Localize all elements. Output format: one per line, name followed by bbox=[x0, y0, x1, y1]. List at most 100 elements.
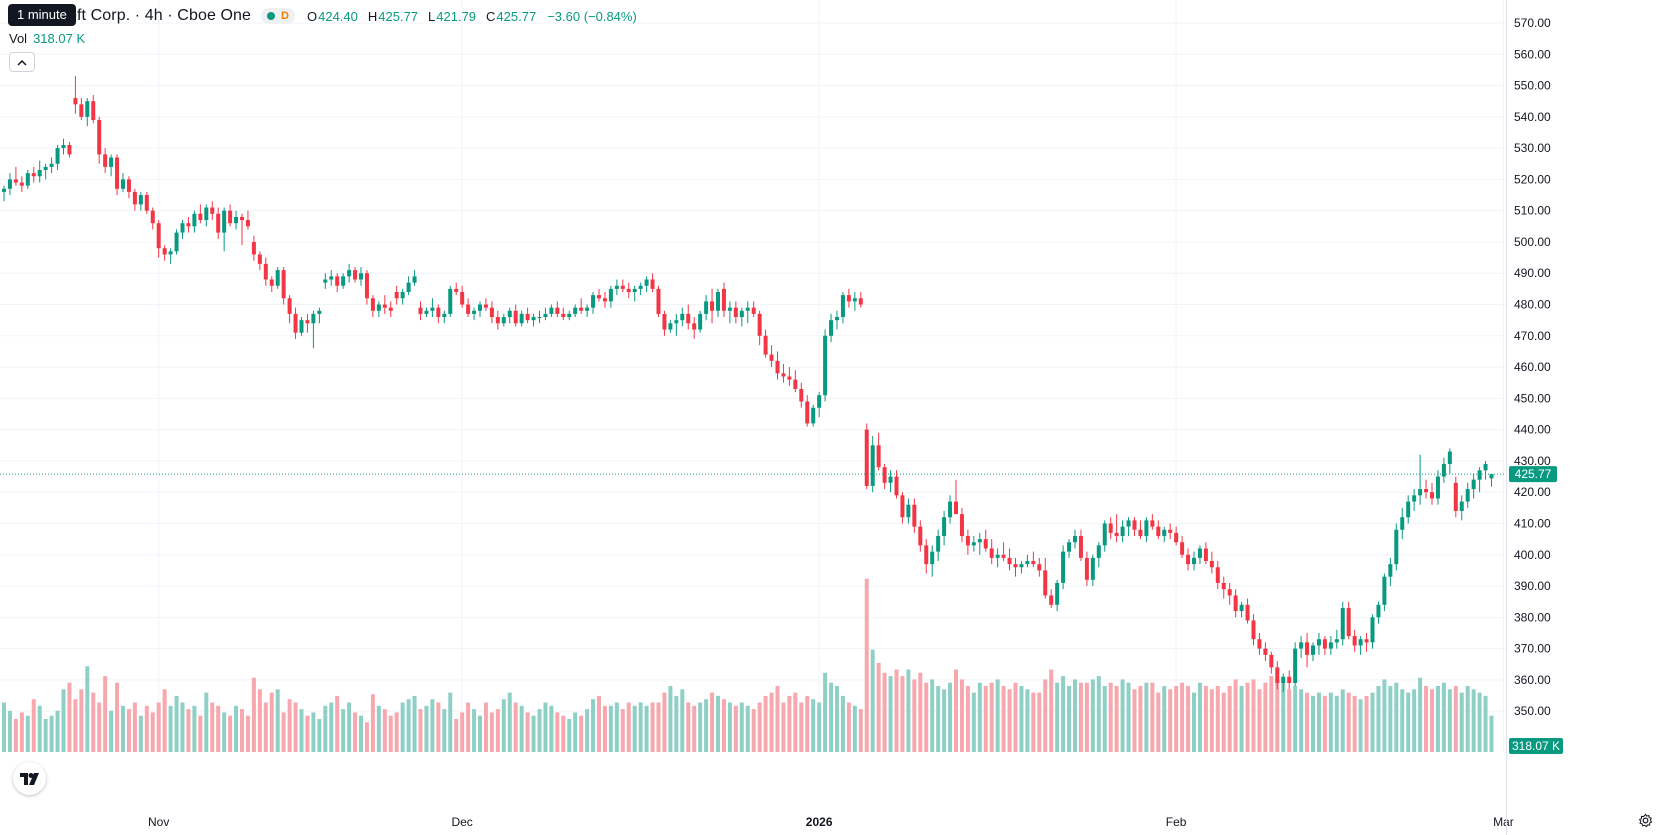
volume-bar bbox=[1269, 676, 1274, 752]
volume-bar bbox=[1221, 692, 1226, 752]
symbol-title[interactable]: oft Corp. · 4h · Cboe One bbox=[68, 7, 252, 24]
volume-bar bbox=[472, 709, 477, 752]
volume-bar bbox=[1430, 689, 1434, 752]
volume-bar bbox=[858, 709, 863, 752]
volume-bar bbox=[835, 686, 839, 752]
candle-body bbox=[1025, 561, 1030, 565]
volume-bar bbox=[543, 702, 548, 752]
candle-body bbox=[442, 313, 447, 318]
volume-bar bbox=[519, 705, 524, 752]
volume-bar bbox=[495, 709, 500, 752]
candle-body bbox=[347, 270, 352, 277]
volume-bar bbox=[335, 695, 340, 752]
volume-bar bbox=[1352, 695, 1357, 752]
candle-body bbox=[156, 223, 161, 249]
volume-bar bbox=[1168, 689, 1173, 752]
candle-body bbox=[1370, 617, 1375, 643]
candle-body bbox=[1394, 529, 1399, 565]
volume-bar bbox=[281, 712, 286, 752]
volume-bar bbox=[763, 695, 768, 752]
volume-bar bbox=[1007, 689, 1012, 752]
candle-body bbox=[561, 313, 566, 318]
candle-body bbox=[144, 195, 149, 211]
volume-bar bbox=[1138, 686, 1143, 752]
volume-bar bbox=[210, 702, 215, 752]
candle-body bbox=[650, 279, 655, 289]
volume-bar bbox=[900, 676, 905, 752]
candle-body bbox=[525, 313, 530, 321]
volume-bar bbox=[751, 709, 756, 752]
candle-body bbox=[602, 298, 607, 302]
time-tick-label: Dec bbox=[451, 815, 472, 829]
collapse-legend-button[interactable] bbox=[9, 52, 35, 72]
volume-bar bbox=[370, 694, 375, 752]
volume-bar bbox=[97, 702, 102, 752]
volume-bar bbox=[67, 682, 72, 752]
candle-body bbox=[1388, 564, 1393, 577]
volume-bar bbox=[1334, 695, 1339, 752]
market-status-pill[interactable]: D bbox=[261, 8, 295, 24]
candle-body bbox=[858, 298, 863, 305]
candle-body bbox=[882, 467, 887, 483]
volume-bar bbox=[1013, 682, 1018, 752]
candle-body bbox=[608, 288, 613, 302]
volume-bar bbox=[91, 692, 96, 752]
volume-bar bbox=[240, 709, 244, 752]
volume-bar bbox=[1471, 689, 1476, 752]
volume-bar bbox=[1293, 686, 1298, 752]
candle-body bbox=[483, 304, 488, 308]
volume-bar bbox=[710, 692, 715, 752]
candle-body bbox=[424, 310, 429, 314]
volume-bar bbox=[299, 709, 304, 752]
candle-body bbox=[626, 288, 631, 293]
candle-body bbox=[787, 376, 792, 380]
volume-bar bbox=[115, 682, 120, 752]
volume-bar bbox=[1251, 679, 1256, 752]
candle-body bbox=[513, 310, 518, 324]
volume-bar bbox=[1322, 695, 1327, 752]
candle-body bbox=[454, 288, 459, 293]
candle-body bbox=[472, 310, 477, 314]
candle-body bbox=[1316, 639, 1321, 646]
candle-body bbox=[507, 310, 512, 318]
volume-bar bbox=[37, 705, 42, 752]
volume-bar bbox=[394, 712, 399, 752]
candle-body bbox=[965, 535, 970, 546]
volume-bar bbox=[251, 677, 256, 752]
volume-bar bbox=[686, 702, 691, 752]
tradingview-logo-icon[interactable] bbox=[13, 762, 46, 795]
candle-body bbox=[132, 191, 137, 205]
volume-bar bbox=[198, 715, 203, 752]
candle-body bbox=[644, 279, 649, 286]
volume-bar bbox=[1305, 692, 1310, 752]
candle-body bbox=[281, 270, 286, 299]
volume-bar bbox=[436, 702, 441, 752]
volume-bar bbox=[811, 699, 816, 752]
volume-bar bbox=[680, 689, 685, 752]
candle-body bbox=[1328, 642, 1333, 649]
candle-body bbox=[591, 295, 596, 308]
time-tick-label: Feb bbox=[1166, 815, 1187, 829]
volume-bar bbox=[1174, 686, 1179, 752]
volume-bar bbox=[513, 702, 518, 752]
volume-bar bbox=[483, 702, 488, 752]
close-value: C425.77 bbox=[486, 8, 537, 24]
volume-bar bbox=[537, 709, 542, 752]
symbol-legend: oft Corp. · 4h · Cboe One D O424.40 H425… bbox=[0, 5, 637, 27]
volume-bar bbox=[234, 705, 239, 752]
candle-body bbox=[1049, 595, 1054, 605]
volume-bar bbox=[1102, 686, 1107, 752]
candle-body bbox=[1209, 561, 1214, 568]
gear-icon[interactable] bbox=[1637, 812, 1653, 828]
price-tick-label: 570.00 bbox=[1514, 16, 1551, 30]
volume-bar bbox=[1156, 692, 1161, 752]
volume-bar bbox=[1388, 686, 1393, 752]
candle-body bbox=[1007, 557, 1012, 565]
candle-body bbox=[436, 307, 441, 318]
candle-body bbox=[1078, 535, 1083, 558]
candle-body bbox=[971, 542, 976, 546]
candle-body bbox=[1430, 492, 1434, 499]
candle-body bbox=[1471, 479, 1476, 490]
candle-body bbox=[1453, 482, 1458, 511]
